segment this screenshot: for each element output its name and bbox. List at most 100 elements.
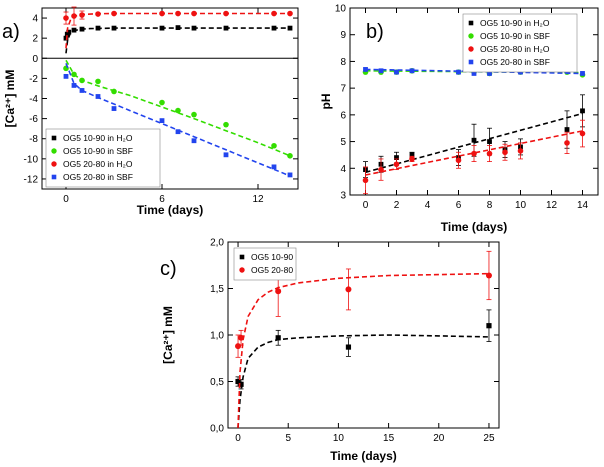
- legend-entry: OG5 20-80 in SBF: [480, 57, 550, 67]
- legend-entry: OG5 10-90 in H₂O: [63, 133, 133, 143]
- data-point: [517, 148, 524, 154]
- y-tick-label: 2: [32, 34, 38, 45]
- data-point: [235, 378, 241, 385]
- data-point: [271, 164, 277, 170]
- legend-marker: [51, 148, 57, 154]
- data-point: [362, 177, 369, 184]
- legend-marker: [468, 33, 474, 39]
- data-point: [95, 78, 101, 85]
- series-2: [362, 119, 586, 195]
- data-point: [111, 88, 117, 95]
- data-point: [345, 344, 352, 350]
- y-tick-label: 3: [340, 191, 346, 202]
- fit-curve: [65, 27, 290, 54]
- y-tick-label: 0,0: [210, 424, 224, 435]
- legend-box: [462, 13, 578, 73]
- y-tick-label: -12: [24, 174, 39, 185]
- data-point: [393, 161, 400, 168]
- y-tick-label: 2,0: [210, 238, 224, 249]
- data-point: [456, 69, 461, 75]
- y-axis-label: [Ca²⁺] mM: [3, 70, 17, 128]
- legend-marker: [239, 254, 245, 260]
- legend-box: [45, 128, 161, 188]
- data-point: [275, 288, 282, 295]
- data-point: [159, 10, 165, 17]
- data-point: [71, 71, 77, 78]
- data-point: [378, 68, 384, 74]
- y-tick-label: 6: [340, 110, 346, 121]
- data-point: [287, 25, 293, 31]
- panel-label: c): [160, 258, 177, 280]
- data-point: [409, 156, 415, 162]
- data-point: [223, 121, 229, 128]
- data-point: [95, 94, 101, 99]
- data-point: [175, 25, 181, 31]
- data-point: [486, 323, 492, 329]
- legend-marker: [51, 161, 57, 167]
- data-point: [175, 10, 181, 17]
- y-axis-label: pH: [319, 94, 333, 110]
- x-tick-label: 0: [235, 433, 241, 444]
- legend-entry: OG5 20-80: [251, 265, 293, 275]
- data-point: [487, 71, 492, 76]
- data-point: [409, 68, 415, 74]
- panel-a: 0 6 12 -12 -10 -8 -6 -4 -2 0 2 4 Time (days) [Ca²⁺] m…: [2, 6, 299, 217]
- y-tick-label: 10: [335, 4, 347, 15]
- data-point: [191, 138, 197, 144]
- data-point: [191, 25, 197, 31]
- y-tick-label: 7: [340, 84, 346, 95]
- data-point: [378, 166, 384, 173]
- data-point: [271, 25, 277, 31]
- y-tick-label: -2: [29, 74, 38, 85]
- series-0: [235, 309, 492, 429]
- legend-marker: [51, 174, 57, 180]
- y-tick-label: -10: [24, 154, 39, 165]
- data-point: [486, 150, 493, 157]
- legend-box: [233, 247, 297, 281]
- data-point: [223, 25, 229, 31]
- data-point: [455, 157, 462, 164]
- panel-b: 0 2 4 6 8 10 12 14 3 4 5 6 7 8 9 10 Time (days) pH b) OG5 1…: [319, 4, 599, 234]
- data-point: [287, 172, 293, 178]
- data-point: [394, 155, 399, 160]
- x-tick-label: 10: [333, 433, 345, 444]
- x-axis-label: Time (days): [137, 203, 203, 217]
- data-point: [287, 153, 293, 159]
- y-tick-label: 0: [32, 54, 38, 65]
- data-point: [223, 152, 229, 158]
- y-tick-label: 1,0: [210, 331, 224, 342]
- data-point: [79, 12, 85, 18]
- x-tick-label: 20: [433, 433, 445, 444]
- y-tick-label: 1,5: [210, 284, 224, 295]
- legend: OG5 10-90 in H₂O OG5 10-90 in SBF OG5 20-8…: [462, 13, 578, 73]
- x-tick-label: 15: [383, 433, 395, 444]
- legend-entry: OG5 20-80 in SBF: [63, 172, 133, 182]
- x-tick-label: 2: [394, 200, 400, 211]
- data-point: [287, 10, 293, 17]
- x-tick-label: 12: [252, 194, 264, 205]
- data-point: [471, 137, 477, 143]
- data-point: [159, 25, 165, 31]
- fit-curve: [237, 272, 490, 429]
- data-point: [63, 73, 69, 79]
- data-point: [111, 106, 117, 111]
- legend: OG5 10-90 in H₂O OG5 10-90 in SBF OG5 20-8…: [45, 128, 161, 188]
- data-point: [345, 286, 352, 293]
- data-point: [79, 88, 85, 93]
- y-tick-label: 5: [340, 137, 346, 148]
- data-point: [223, 10, 229, 17]
- data-point: [111, 10, 117, 17]
- x-axis-label: Time (days): [441, 220, 507, 234]
- data-point: [238, 334, 245, 341]
- data-point: [79, 77, 85, 84]
- x-tick-label: 14: [577, 200, 589, 211]
- data-point: [502, 149, 508, 156]
- legend-entry: OG5 10-90 in SBF: [63, 146, 133, 156]
- y-tick-label: 9: [340, 30, 346, 41]
- data-point: [271, 10, 277, 17]
- legend-entry: OG5 10-90 in SBF: [480, 31, 550, 41]
- x-tick-label: 10: [515, 200, 527, 211]
- legend-marker: [468, 46, 474, 52]
- series-1: [235, 250, 492, 429]
